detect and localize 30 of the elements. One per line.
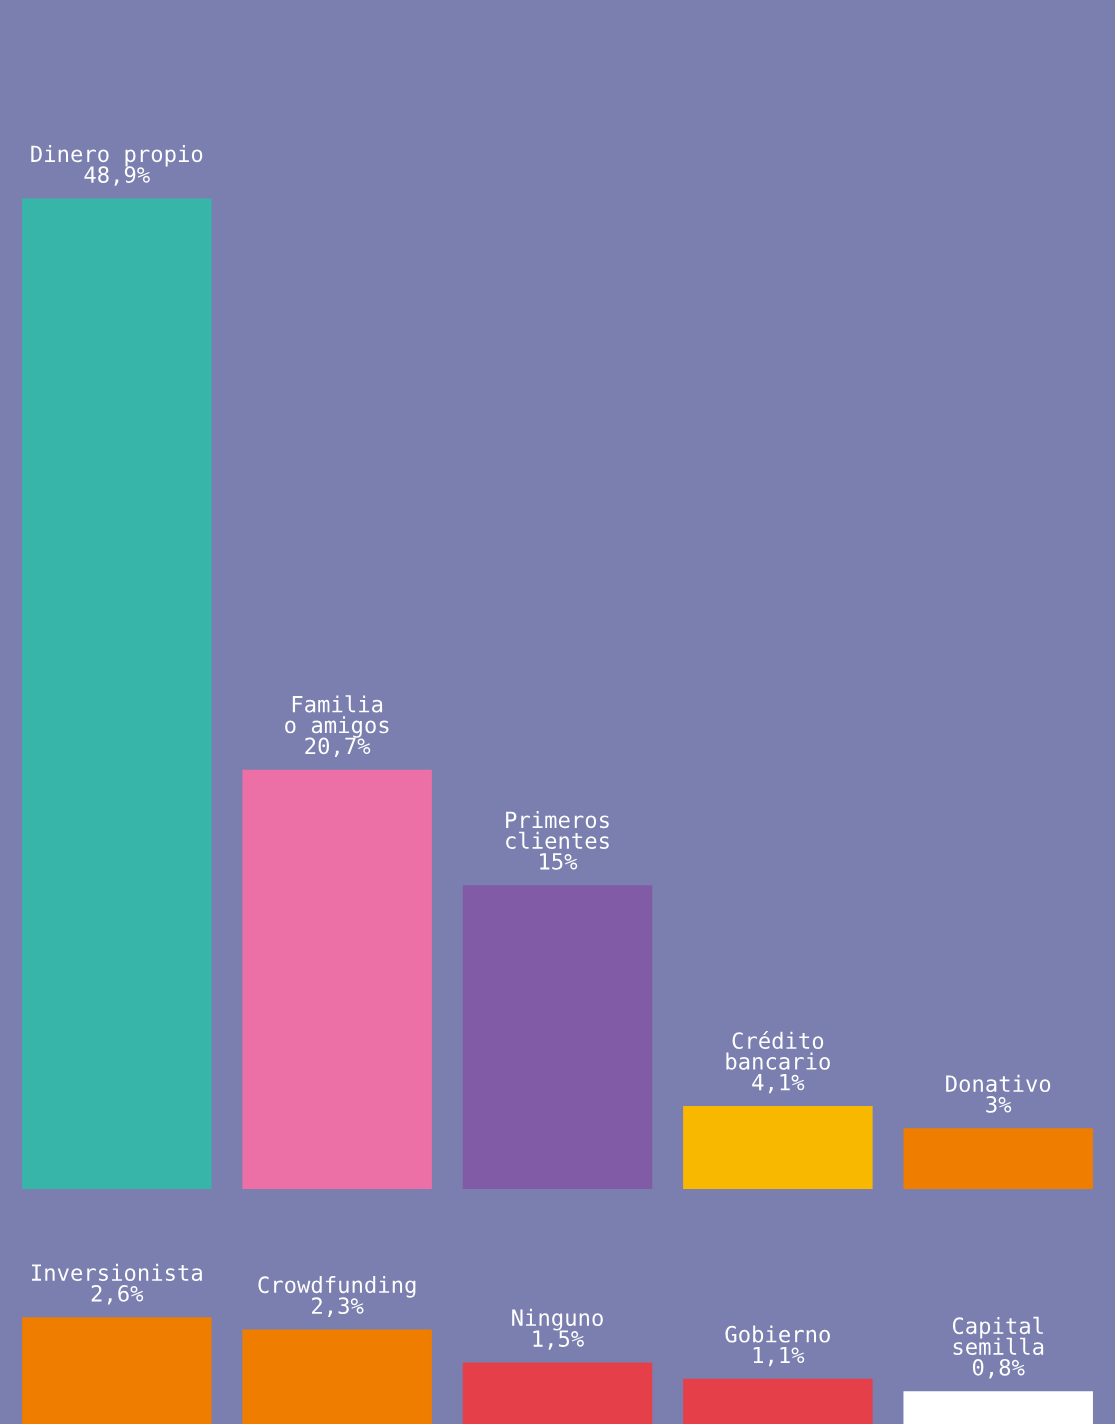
data-label: 1,1% (753, 1346, 805, 1367)
x-tick-label: Donativo (946, 1074, 1051, 1093)
data-label: 1,5% (533, 1330, 584, 1350)
data-label: 48,9% (84, 166, 150, 186)
data-label: 2,3% (312, 1297, 364, 1317)
data-label: 4,1% (752, 1074, 805, 1094)
data-label: 20,7% (305, 737, 371, 758)
bar (903, 1128, 1093, 1190)
data-label: 15% (540, 853, 578, 870)
data-label: 0,8% (972, 1358, 1025, 1379)
data-label: 3% (986, 1096, 1012, 1113)
bar (22, 198, 212, 1190)
bar (683, 1105, 873, 1190)
bar (903, 1391, 1093, 1424)
x-tick-label: Crédito bancario (726, 1030, 830, 1070)
category-label: Capital semilla (952, 1316, 1044, 1355)
bar (462, 885, 653, 1190)
category-label: Gobierno (725, 1325, 830, 1343)
bar (462, 1362, 653, 1424)
bar (242, 769, 432, 1190)
bar (683, 1378, 873, 1424)
x-tick-label: Primeros clientes (506, 811, 609, 849)
data-label: 2,6% (91, 1284, 144, 1305)
bar (242, 1329, 432, 1424)
category-label: Inversionista (32, 1263, 202, 1282)
category-label: Ninguno (512, 1308, 603, 1331)
x-tick-label: Familia o amigos (285, 695, 389, 738)
category-label: Crowdfunding (258, 1275, 416, 1298)
bar (22, 1317, 212, 1424)
x-tick-label: Dinero propio (31, 145, 203, 167)
